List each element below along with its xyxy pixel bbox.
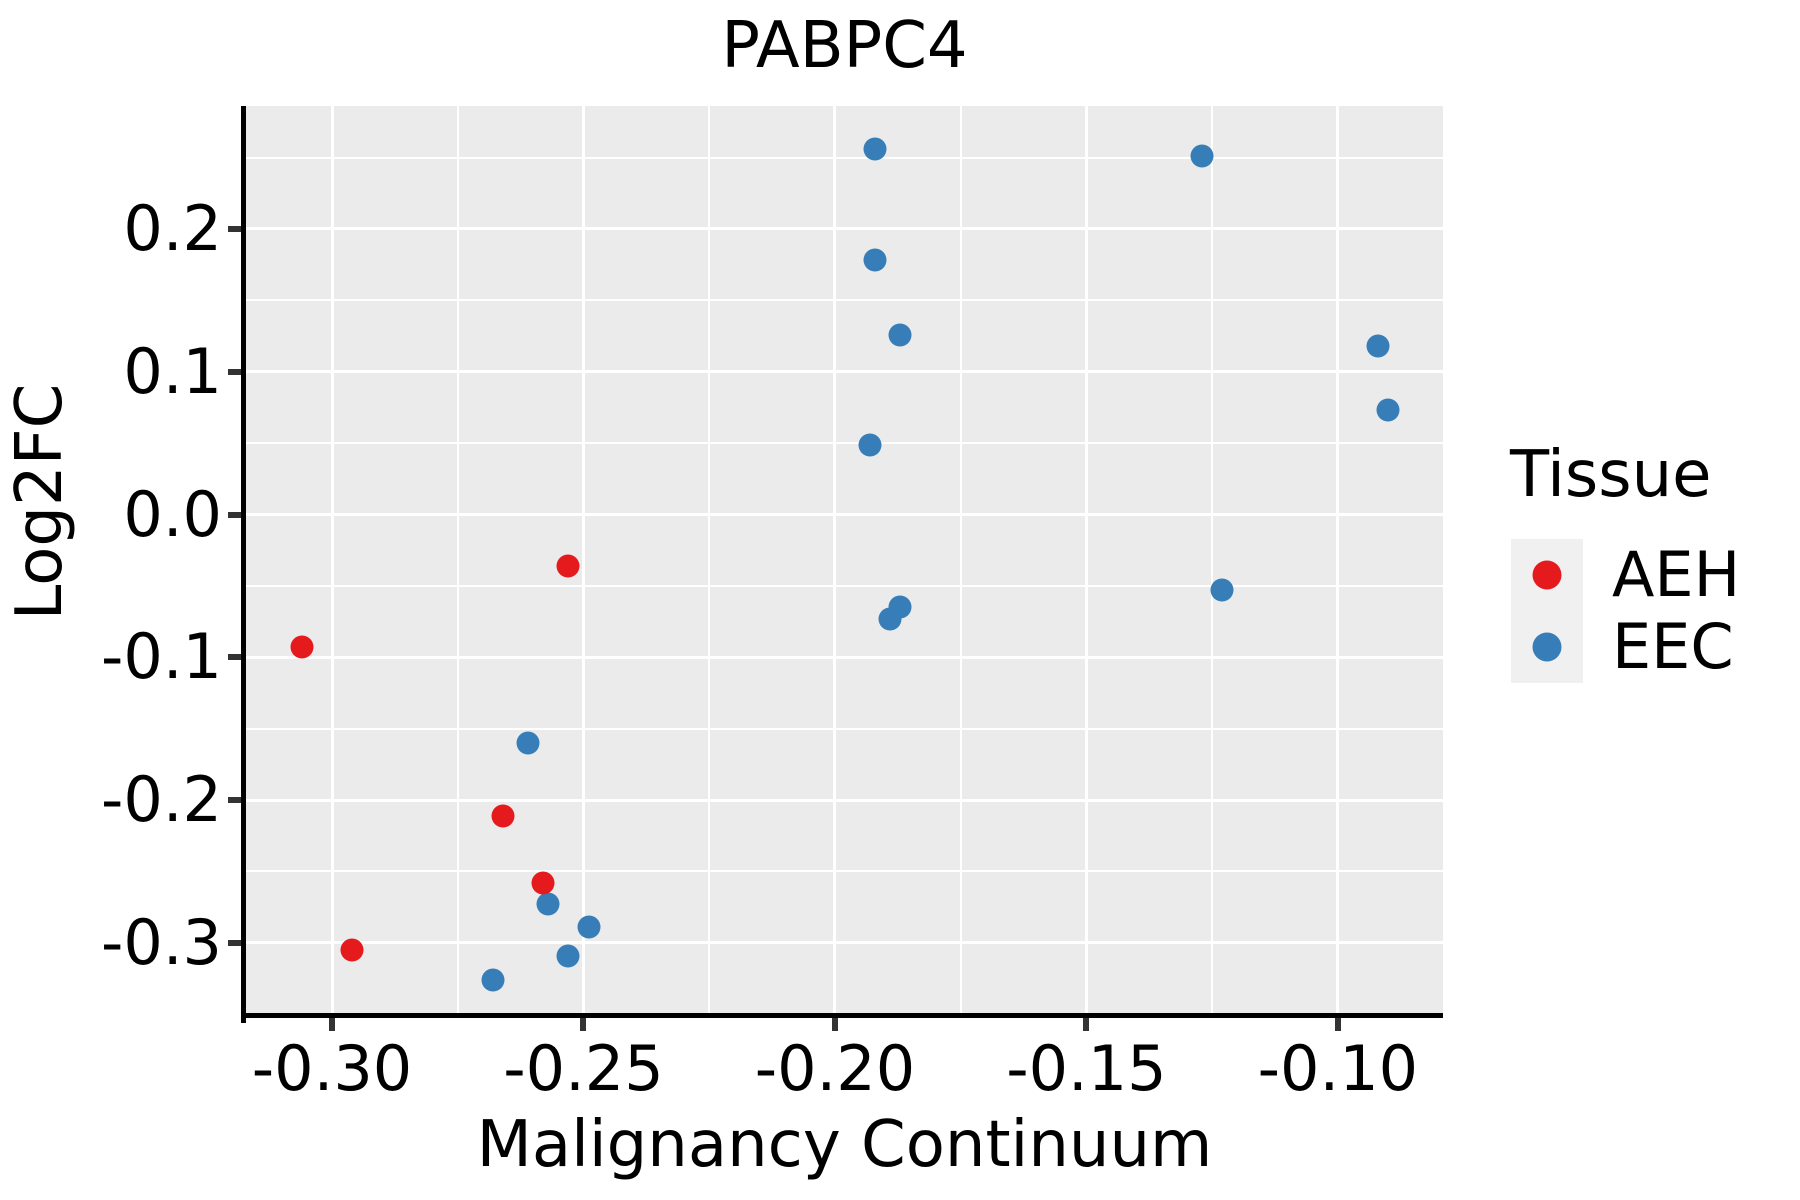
data-point-eec [516, 731, 540, 755]
data-point-eec [1366, 334, 1390, 358]
gridline-x-minor [959, 106, 962, 1018]
data-point-aeh [290, 635, 314, 659]
gridline-x-major [833, 106, 837, 1018]
data-point-eec [863, 137, 887, 161]
data-point-eec [1376, 398, 1400, 422]
x-tick-label: -0.10 [1257, 1032, 1419, 1105]
data-point-eec [858, 433, 882, 457]
gridline-x-minor [456, 106, 459, 1018]
data-point-eec [888, 323, 912, 347]
gridline-x-minor [708, 106, 711, 1018]
gridline-y-minor [246, 584, 1443, 587]
legend-label-aeh: AEH [1612, 538, 1741, 611]
gridline-y-major [246, 227, 1443, 231]
x-tick-label: -0.15 [1006, 1032, 1167, 1105]
y-tick-label: 0.1 [123, 334, 222, 408]
x-tick-mark [580, 1018, 587, 1031]
legend-label-eec: EEC [1612, 610, 1734, 683]
y-tick-mark [228, 797, 241, 804]
data-point-aeh [531, 871, 555, 895]
x-tick-mark [1083, 1018, 1090, 1031]
gridline-x-major [1084, 106, 1088, 1018]
gridline-y-major [246, 370, 1443, 374]
legend-dot-aeh [1532, 560, 1562, 590]
y-tick-mark [228, 939, 241, 946]
x-tick-label: -0.25 [503, 1032, 664, 1105]
data-point-eec [556, 944, 580, 968]
chart-title: PABPC4 [721, 9, 968, 83]
x-tick-mark [329, 1018, 335, 1031]
data-point-eec [863, 248, 887, 272]
gridline-y-minor [246, 727, 1443, 730]
gridline-y-minor [246, 442, 1443, 445]
data-point-aeh [556, 554, 580, 578]
gridline-y-major [246, 798, 1443, 802]
legend-dot-eec [1532, 632, 1562, 662]
data-point-eec [481, 968, 505, 992]
y-tick-label: -0.2 [101, 763, 222, 837]
data-point-eec [577, 915, 600, 939]
y-tick-label: 0.2 [123, 191, 222, 265]
gridline-x-major [581, 106, 585, 1018]
gridline-y-minor [246, 156, 1443, 159]
data-point-eec [1210, 578, 1234, 602]
y-tick-mark [228, 368, 241, 375]
y-tick-mark [228, 654, 241, 661]
data-point-eec [1190, 144, 1214, 168]
data-point-aeh [491, 804, 515, 828]
y-axis-title: Log2FC [3, 383, 77, 621]
gridline-y-minor [246, 870, 1443, 873]
y-tick-mark [228, 225, 241, 232]
x-tick-mark [1334, 1018, 1341, 1031]
gridline-y-major [246, 941, 1443, 945]
x-tick-label: -0.20 [754, 1032, 916, 1105]
gridline-y-major [246, 655, 1443, 659]
x-axis-line [241, 1013, 1443, 1018]
data-point-aeh [340, 938, 364, 962]
legend-title: Tissue [1510, 438, 1712, 512]
y-axis-line [241, 106, 246, 1023]
x-tick-label: -0.30 [251, 1032, 413, 1105]
gridline-x-minor [1211, 106, 1214, 1018]
gridlines-layer [246, 106, 1443, 1018]
y-tick-label: -0.3 [101, 905, 222, 979]
y-tick-label: -0.1 [101, 620, 222, 694]
y-tick-label: 0.0 [123, 477, 222, 551]
gridline-x-major [330, 106, 334, 1018]
data-point-eec [878, 607, 902, 631]
data-point-eec [536, 892, 560, 916]
plot-panel [246, 106, 1443, 1018]
x-tick-mark [831, 1018, 838, 1031]
gridline-y-minor [246, 299, 1443, 302]
gridline-y-major [246, 513, 1443, 517]
x-axis-title: Malignancy Continuum [476, 1108, 1213, 1182]
y-tick-mark [228, 511, 241, 518]
gridline-x-major [1336, 106, 1340, 1018]
